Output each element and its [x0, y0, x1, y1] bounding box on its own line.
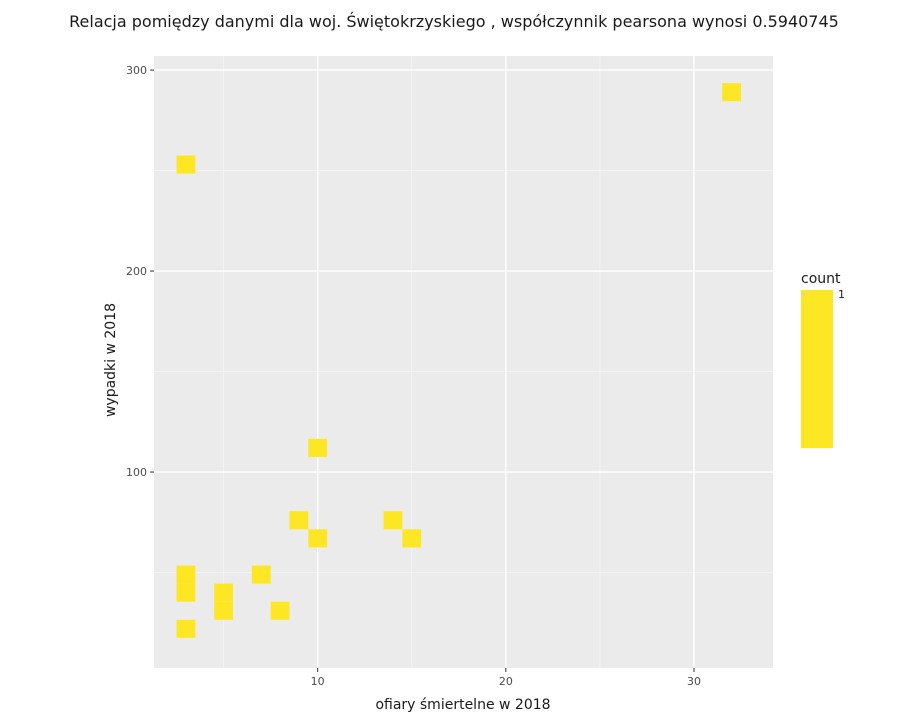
grid-major [154, 56, 773, 668]
plot-panel [154, 56, 773, 668]
legend-label-1: 1 [838, 288, 845, 301]
heat-cell [176, 565, 196, 584]
heat-cell [308, 529, 328, 548]
heat-cell [176, 583, 196, 602]
heat-cell [251, 565, 271, 584]
heat-cell [176, 155, 196, 174]
x-tick-label: 10 [311, 675, 325, 688]
chart-title: Relacja pomiędzy danymi dla woj. Świętok… [69, 12, 839, 31]
heat-cell [289, 511, 309, 530]
heat-cell [214, 601, 234, 620]
legend-colorbar [801, 290, 833, 448]
heat-cell [402, 529, 422, 548]
x-tick-label: 30 [687, 675, 701, 688]
y-tick-label: 300 [126, 64, 147, 77]
x-tick-label: 20 [499, 675, 513, 688]
heat-cell [722, 83, 742, 102]
legend: count 1 [801, 271, 845, 448]
x-axis-label: ofiary śmiertelne w 2018 [375, 697, 550, 713]
heat-cells [176, 83, 742, 638]
y-tick-label: 100 [126, 466, 147, 479]
y-tick-label: 200 [126, 265, 147, 278]
y-axis: 100 200 300 [126, 64, 154, 479]
legend-title: count [801, 271, 841, 287]
heat-cell [308, 438, 328, 457]
y-axis-label: wypadki w 2018 [103, 303, 119, 417]
heat-cell [176, 619, 196, 638]
heat-cell [270, 601, 290, 620]
x-axis: 10 20 30 [311, 668, 701, 688]
heat-cell [383, 511, 403, 530]
heat-cell [214, 583, 234, 602]
